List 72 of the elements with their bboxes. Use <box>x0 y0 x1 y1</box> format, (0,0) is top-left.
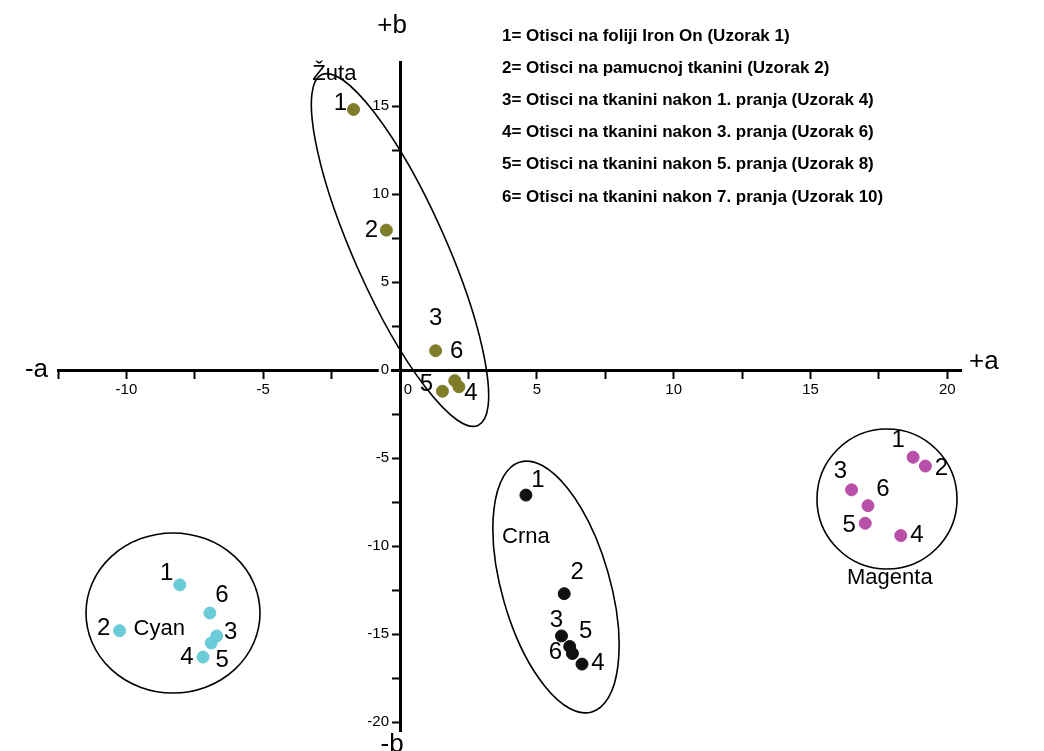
annotation: 3= Otisci na tkanini nakon 1. pranja (Uzorak 4) <box>502 90 874 110</box>
annotation: 5 <box>215 644 229 672</box>
x-tick-label: 0 <box>403 380 413 398</box>
x-tick-label: 20 <box>938 380 956 398</box>
y-tick-label: -20 <box>367 712 390 730</box>
x-tick-label: 5 <box>532 380 542 398</box>
y-axis-title: +b <box>377 9 407 40</box>
y-tick-label: -10 <box>367 536 390 554</box>
annotation: 6 <box>450 336 464 364</box>
annotation: 3 <box>833 456 848 484</box>
y-tick-label: 5 <box>380 272 390 290</box>
annotation: 5 <box>579 616 593 644</box>
annotation: 6= Otisci na tkanini nakon 7. pranja (Uzorak 10) <box>502 186 884 206</box>
point <box>448 374 462 388</box>
point <box>347 103 361 117</box>
annotation: 1 <box>333 88 348 116</box>
annotation: 6 <box>215 579 229 607</box>
point <box>575 657 589 671</box>
annotation: 5 <box>842 509 856 537</box>
point <box>557 587 571 601</box>
annotation: 3 <box>224 616 238 644</box>
y-tick-label: -5 <box>375 448 390 466</box>
point <box>894 529 908 543</box>
point <box>379 223 393 237</box>
point <box>196 650 210 664</box>
annotation: 2 <box>570 557 584 585</box>
annotation: 3 <box>549 604 564 632</box>
x-tick-label: -10 <box>115 380 138 398</box>
annotation: 1 <box>160 557 174 585</box>
point <box>565 647 579 661</box>
annotation: 1 <box>891 424 905 452</box>
series-label: Magenta <box>847 563 934 589</box>
annotation: 6 <box>876 474 890 502</box>
x-tick-label: 15 <box>802 380 819 398</box>
y-tick-label: 15 <box>372 96 390 114</box>
point <box>519 488 533 502</box>
point <box>203 606 217 620</box>
x-axis-title: +a <box>969 345 1000 376</box>
annotation: 4 <box>180 641 194 669</box>
annotation: 4 <box>591 647 605 675</box>
annotation: 2 <box>96 613 111 641</box>
annotation: 4= Otisci na tkanini nakon 3. pranja (Uzorak 6) <box>502 122 874 142</box>
point <box>906 450 920 464</box>
annotation: 1 <box>531 464 545 492</box>
y-tick-label: 10 <box>372 184 390 202</box>
point <box>918 459 932 473</box>
series-label: Crna <box>502 523 551 549</box>
annotation: 5= Otisci na tkanini nakon 5. pranja (Uzorak 8) <box>502 154 874 174</box>
text: -a <box>24 353 49 384</box>
annotation: 2 <box>934 452 949 480</box>
x-tick-label: 10 <box>665 380 683 398</box>
annotation: 4 <box>910 520 924 548</box>
annotation: 3 <box>428 303 443 331</box>
point <box>204 636 218 650</box>
annotation: 6 <box>548 637 563 665</box>
series-label: Žuta <box>312 60 358 86</box>
point <box>173 578 187 592</box>
point <box>858 516 872 530</box>
annotation: 4 <box>464 378 478 406</box>
series-label: Cyan <box>133 614 185 640</box>
point <box>861 499 875 513</box>
point <box>113 624 127 638</box>
point <box>429 344 443 358</box>
y-tick-label: 0 <box>380 360 390 378</box>
annotation: 2 <box>364 214 379 242</box>
point <box>435 384 449 398</box>
y-tick-label: -15 <box>367 624 390 642</box>
point <box>554 629 568 643</box>
x-tick-label: -5 <box>256 380 270 398</box>
text: 1= Otisci na foliji Iron On (Uzorak 1) <box>502 25 790 45</box>
point <box>845 483 859 497</box>
annotation: 2= Otisci na pamucnoj tkanini (Uzorak 2) <box>502 57 830 77</box>
